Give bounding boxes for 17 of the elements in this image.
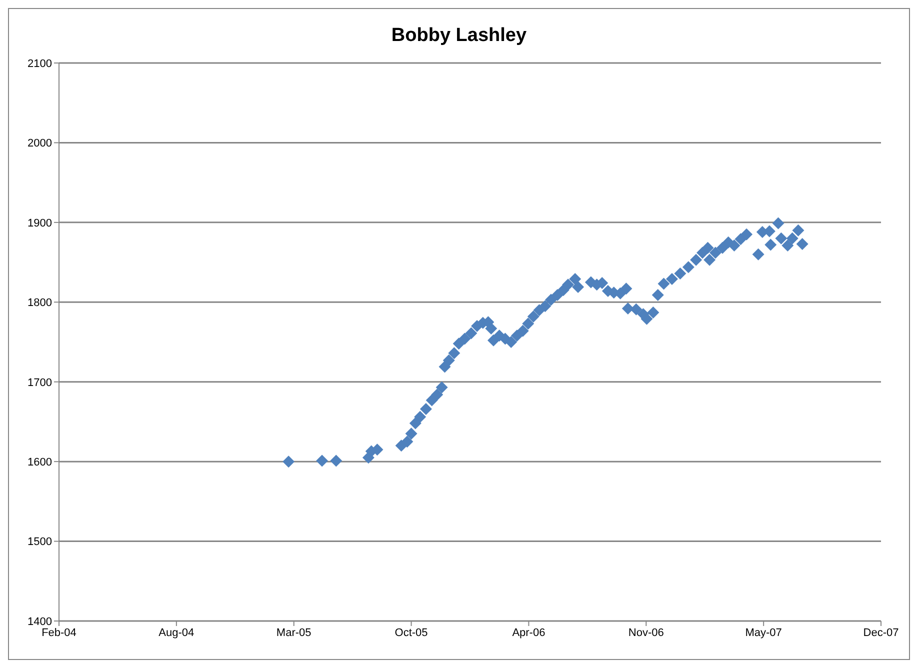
x-tick-label: May-07 [745, 626, 782, 639]
y-tick-label: 1800 [28, 297, 52, 310]
y-tick-label: 1700 [28, 376, 52, 389]
y-tick-label: 1400 [28, 616, 52, 628]
x-tick-label: Mar-05 [276, 626, 312, 639]
y-tick-label: 1900 [28, 217, 52, 230]
x-tick-label: Aug-04 [158, 626, 194, 639]
x-tick-label: Feb-04 [42, 626, 76, 639]
y-tick-label: 2000 [28, 138, 52, 150]
y-tick-label: 1500 [28, 536, 52, 548]
x-tick-label: Oct-05 [394, 626, 428, 639]
y-tick-label: 1600 [28, 456, 52, 468]
x-tick-label: Apr-06 [512, 626, 546, 639]
y-tick-label: 2100 [28, 58, 52, 70]
x-tick-label: Nov-06 [628, 626, 664, 639]
x-tick-label: Dec-07 [863, 626, 899, 639]
chart-title: Bobby Lashley [390, 25, 528, 48]
